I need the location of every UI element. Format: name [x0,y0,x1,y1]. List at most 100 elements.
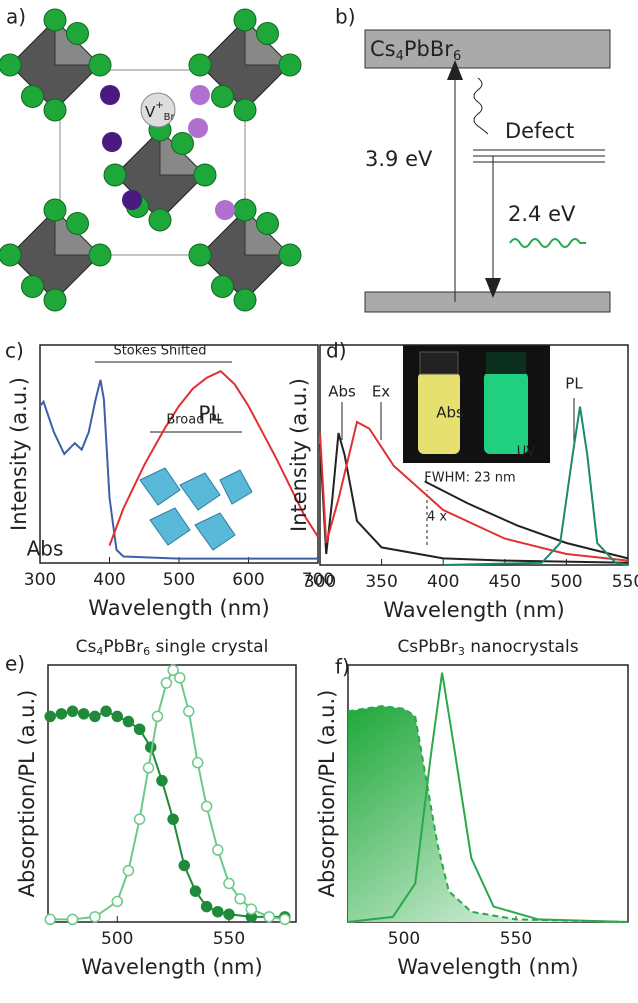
plot-frame [47,664,297,923]
marker [167,813,179,825]
y-axis-label: Absorption/PL (a.u.) [315,690,339,898]
x-axis-label: Wavelength (nm) [88,596,269,620]
marker [77,708,90,720]
marker [223,877,235,890]
vial [418,372,460,454]
bromide [188,243,212,267]
marker [111,710,124,723]
defect-label: Defect [505,119,574,143]
line [443,406,629,566]
marker [142,762,155,774]
bromide [233,288,257,312]
cesium [188,118,208,138]
series-label: PL [565,375,583,393]
bromide [233,98,257,122]
title-part: PbBr [103,637,143,657]
marker [89,911,101,923]
annotation: Stokes Shifted [113,344,206,359]
x-axis-label: Wavelength (nm) [397,955,578,979]
marker [151,710,164,723]
conduction-band [364,29,611,69]
cesium [100,85,120,105]
bromide [103,163,127,187]
chart-title: Cs4PbBr6 single crystal [76,637,269,658]
series-label: Ex [372,383,390,401]
marker [279,913,291,926]
inset-crystal [139,467,253,551]
line [50,668,285,921]
bromide [233,198,257,222]
x-tick-label: 550 [500,929,532,949]
bromide [256,22,279,45]
y-axis-label: Intensity (a.u.) [287,378,311,532]
marker [160,677,173,689]
bromide [43,98,67,122]
marker [212,844,224,856]
marker [189,885,202,897]
formula: Cs4PbBr6 [370,37,461,64]
x-tick-label: 500 [550,572,582,592]
bromide [0,243,22,267]
bromide [256,212,279,235]
title-part: 3 [458,645,465,658]
line [108,370,319,546]
bromide [171,132,194,155]
marker [66,705,79,718]
series-label: Abs [328,383,356,401]
panel-label: f) [335,655,350,679]
arrows [95,361,575,545]
marker [234,893,246,905]
unit-cell [59,69,246,256]
x-tick-label: 500 [163,570,195,590]
cap [486,352,526,374]
cesium [215,200,235,220]
marker [174,672,186,684]
cesium [190,85,210,105]
line [347,705,629,923]
x-tick-label: 350 [365,572,397,592]
marker [111,895,124,908]
bromide [88,53,112,77]
bromide [211,85,234,108]
bromide [21,85,44,108]
x-tick-label: 550 [213,929,245,949]
y-axis-label: Intensity (a.u.) [7,377,31,531]
marker [133,723,146,735]
marker [212,905,224,918]
annotation: 4 x [427,510,447,525]
x-tick-label: 500 [388,929,420,949]
vacancy-label: V+Br [145,100,176,123]
x-tick-label: 400 [93,570,125,590]
title-part: Cs [76,637,97,657]
cesium [122,190,142,210]
marker [122,864,135,877]
gap-label: 3.9 eV [365,147,433,171]
marker [89,710,101,723]
marker [167,664,179,676]
cap [419,351,459,375]
chart-title: CsPbBr3 nanocrystals [397,637,578,658]
panel-label: b) [335,5,356,29]
marker [178,859,191,872]
marker [55,708,68,720]
relaxation [473,77,489,135]
bromide [278,53,302,77]
bromide [233,8,257,32]
line [39,379,318,560]
photon [509,238,586,248]
marker [100,705,112,718]
line [49,710,285,918]
marker [122,715,135,728]
x-tick-label: 600 [232,570,264,590]
x-tick-label: 300 [24,570,56,590]
x-tick-label: 550 [612,572,638,592]
x-tick-label: 300 [304,572,336,592]
bromide [278,243,302,267]
cesium [102,132,122,152]
bromide [148,208,172,232]
line [319,420,629,562]
bromide [88,243,112,267]
x-axis-label: Wavelength (nm) [81,955,262,979]
marker [44,710,56,723]
